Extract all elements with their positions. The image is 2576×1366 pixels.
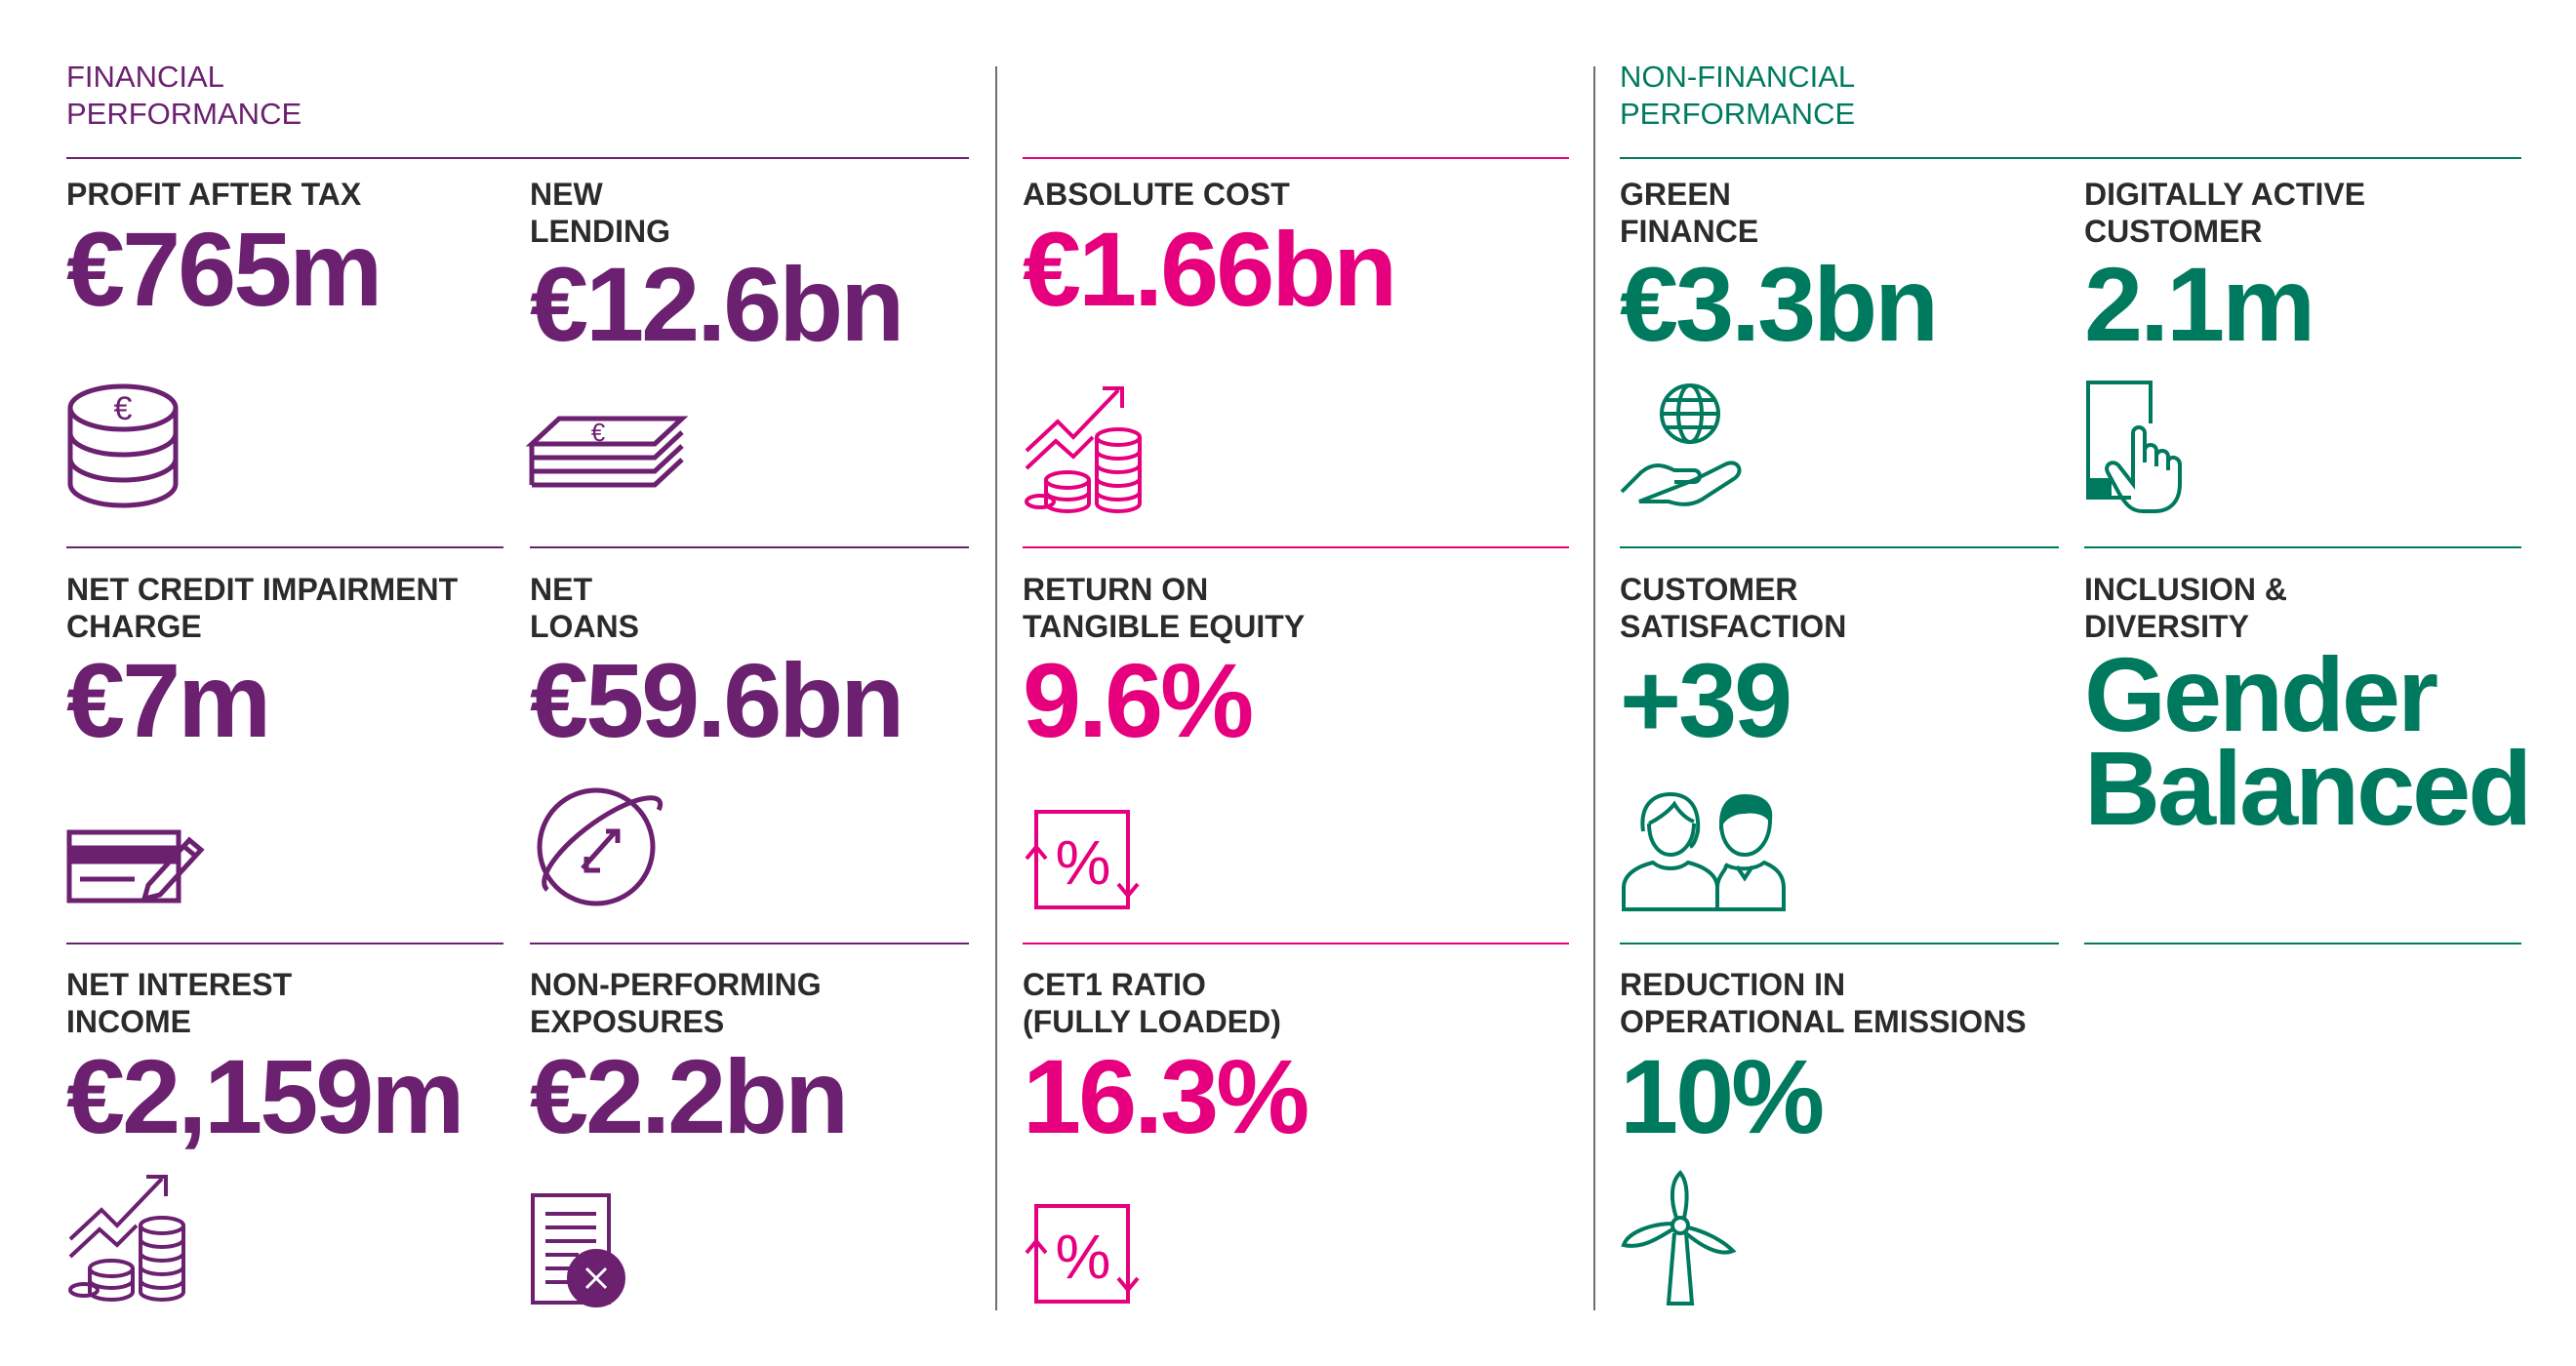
reduction-emissions-label: REDUCTION IN OPERATIONAL EMISSIONS xyxy=(1620,967,2027,1039)
inclusion-diversity-value-line1: Gender xyxy=(2084,635,2438,753)
inclusion-diversity-value-line2: Balanced xyxy=(2084,729,2532,847)
green-finance-label: GREEN FINANCE xyxy=(1620,177,1759,249)
net-credit-impairment-label: NET CREDIT IMPAIRMENT CHARGE xyxy=(66,572,459,644)
customer-satisfaction-label: CUSTOMER SATISFACTION xyxy=(1620,572,1847,644)
svg-text:%: % xyxy=(1056,1222,1111,1292)
globe-hand-icon xyxy=(1620,382,1747,511)
wind-turbine-icon xyxy=(1620,1170,1741,1307)
customer-satisfaction-value: +39 xyxy=(1620,641,1792,759)
column-divider-right xyxy=(1593,66,1595,1310)
growth-coins-icon xyxy=(66,1171,187,1306)
net-interest-income-label: NET INTEREST INCOME xyxy=(66,967,293,1039)
rule-financial-row3-a xyxy=(66,943,503,944)
rule-financial-row3-b xyxy=(530,943,969,944)
rule-nonfin-row3-b xyxy=(2084,943,2521,944)
financial-title-line2: PERFORMANCE xyxy=(66,97,302,131)
svg-text:€: € xyxy=(114,390,133,427)
digitally-active-label: DIGITALLY ACTIVE CUSTOMER xyxy=(2084,177,2366,249)
non-financial-title-line1: NON-FINANCIAL xyxy=(1620,60,1856,94)
net-interest-income-value: €2,159m xyxy=(66,1037,464,1155)
absolute-cost-value: €1.66bn xyxy=(1023,210,1397,328)
net-loans-label: NET LOANS xyxy=(530,572,639,644)
phone-tap-icon xyxy=(2084,379,2195,515)
non-performing-exposures-value: €2.2bn xyxy=(530,1037,849,1155)
two-people-icon xyxy=(1620,790,1786,911)
profit-after-tax-label: PROFIT AFTER TAX xyxy=(66,177,362,212)
cet1-ratio-value: 16.3% xyxy=(1023,1037,1309,1155)
financial-section-title: FINANCIAL PERFORMANCE xyxy=(66,59,302,133)
banknote-stack-icon: € xyxy=(525,415,689,512)
green-finance-value: €3.3bn xyxy=(1620,245,1939,363)
new-lending-label: NEW LENDING xyxy=(530,177,670,249)
rule-financial-top xyxy=(66,157,969,159)
non-financial-section-title: NON-FINANCIAL PERFORMANCE xyxy=(1620,59,1855,133)
rule-nonfin-row3-a xyxy=(1620,943,2059,944)
percent-arrows-icon: % xyxy=(1023,1202,1144,1306)
column-divider-left xyxy=(995,66,997,1310)
non-financial-title-line2: PERFORMANCE xyxy=(1620,97,1856,131)
document-cross-icon xyxy=(530,1192,625,1307)
rule-cost-row2 xyxy=(1023,546,1569,548)
rule-nonfin-row2-a xyxy=(1620,546,2059,548)
rule-cost-top xyxy=(1023,157,1569,159)
rule-nonfin-top xyxy=(1620,157,2521,159)
net-credit-impairment-value: €7m xyxy=(66,641,271,759)
svg-text:%: % xyxy=(1056,827,1111,898)
inclusion-diversity-label: INCLUSION & DIVERSITY xyxy=(2084,572,2287,644)
inclusion-diversity-value: Gender Balanced xyxy=(2084,635,2532,847)
net-loans-value: €59.6bn xyxy=(530,641,905,759)
non-performing-exposures-label: NON-PERFORMING EXPOSURES xyxy=(530,967,822,1039)
financial-title-line1: FINANCIAL xyxy=(66,60,224,94)
rote-label: RETURN ON TANGIBLE EQUITY xyxy=(1023,572,1306,644)
rule-financial-row2-a xyxy=(66,546,503,548)
rote-value: 9.6% xyxy=(1023,641,1254,759)
euro-coin-stack-icon: € xyxy=(66,382,180,514)
absolute-cost-label: ABSOLUTE COST xyxy=(1023,177,1290,212)
cet1-ratio-label: CET1 RATIO (FULLY LOADED) xyxy=(1023,967,1281,1039)
digitally-active-value: 2.1m xyxy=(2084,245,2315,363)
new-lending-value: €12.6bn xyxy=(530,245,905,363)
growth-coins-icon xyxy=(1023,382,1144,517)
exchange-orbit-icon xyxy=(530,781,666,909)
rule-nonfin-row2-b xyxy=(2084,546,2521,548)
profit-after-tax-value: €765m xyxy=(66,210,382,328)
cheque-pen-icon xyxy=(66,815,205,904)
reduction-emissions-value: 10% xyxy=(1620,1037,1825,1155)
rule-financial-row2-b xyxy=(530,546,969,548)
percent-arrows-icon: % xyxy=(1023,808,1144,911)
svg-text:€: € xyxy=(591,418,606,447)
rule-cost-row3 xyxy=(1023,943,1569,944)
